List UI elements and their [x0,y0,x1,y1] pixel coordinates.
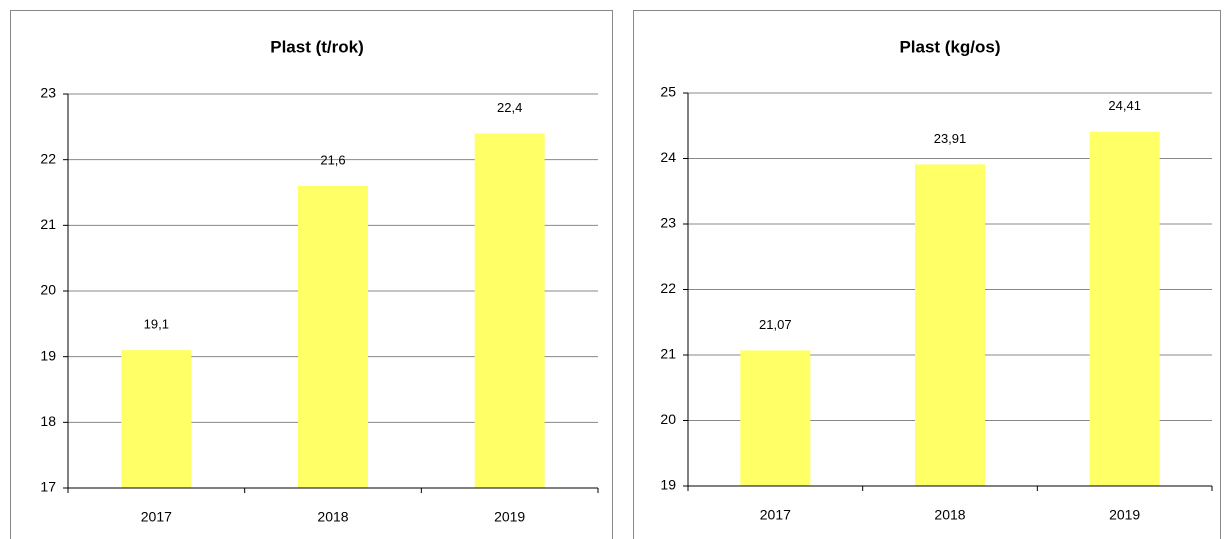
data-label: 21,6 [320,152,345,167]
data-label: 22,4 [497,100,522,115]
x-tick-label: 2019 [494,509,525,525]
y-tick-label: 21 [660,346,676,362]
y-tick-label: 25 [660,84,676,100]
x-tick-label: 2017 [141,509,172,525]
y-tick-label: 19 [660,477,676,493]
y-tick-label: 22 [660,280,676,296]
bar [474,133,545,488]
y-tick-label: 17 [40,479,56,495]
y-tick-label: 19 [40,347,56,363]
bar [1089,131,1160,486]
y-tick-label: 23 [660,215,676,231]
data-label: 23,91 [934,131,967,146]
chart-title: Plast (t/rok) [270,37,364,56]
x-tick-label: 2018 [934,507,965,523]
bar [121,350,192,488]
chart-title: Plast (kg/os) [899,37,1000,56]
bar [298,185,368,488]
data-label: 19,1 [144,317,169,332]
y-tick-label: 23 [40,85,56,101]
y-tick-label: 20 [40,282,56,298]
y-tick-label: 20 [660,411,676,427]
data-label: 24,41 [1108,98,1141,113]
x-tick-label: 2017 [760,507,791,523]
x-tick-label: 2019 [1109,507,1140,523]
y-tick-label: 22 [40,150,56,166]
bar [740,350,811,486]
y-tick-label: 18 [40,413,56,429]
y-tick-label: 24 [660,149,676,165]
bar [915,164,985,486]
x-tick-label: 2018 [317,509,348,525]
y-tick-label: 21 [40,216,56,232]
data-label: 21,07 [759,317,792,332]
